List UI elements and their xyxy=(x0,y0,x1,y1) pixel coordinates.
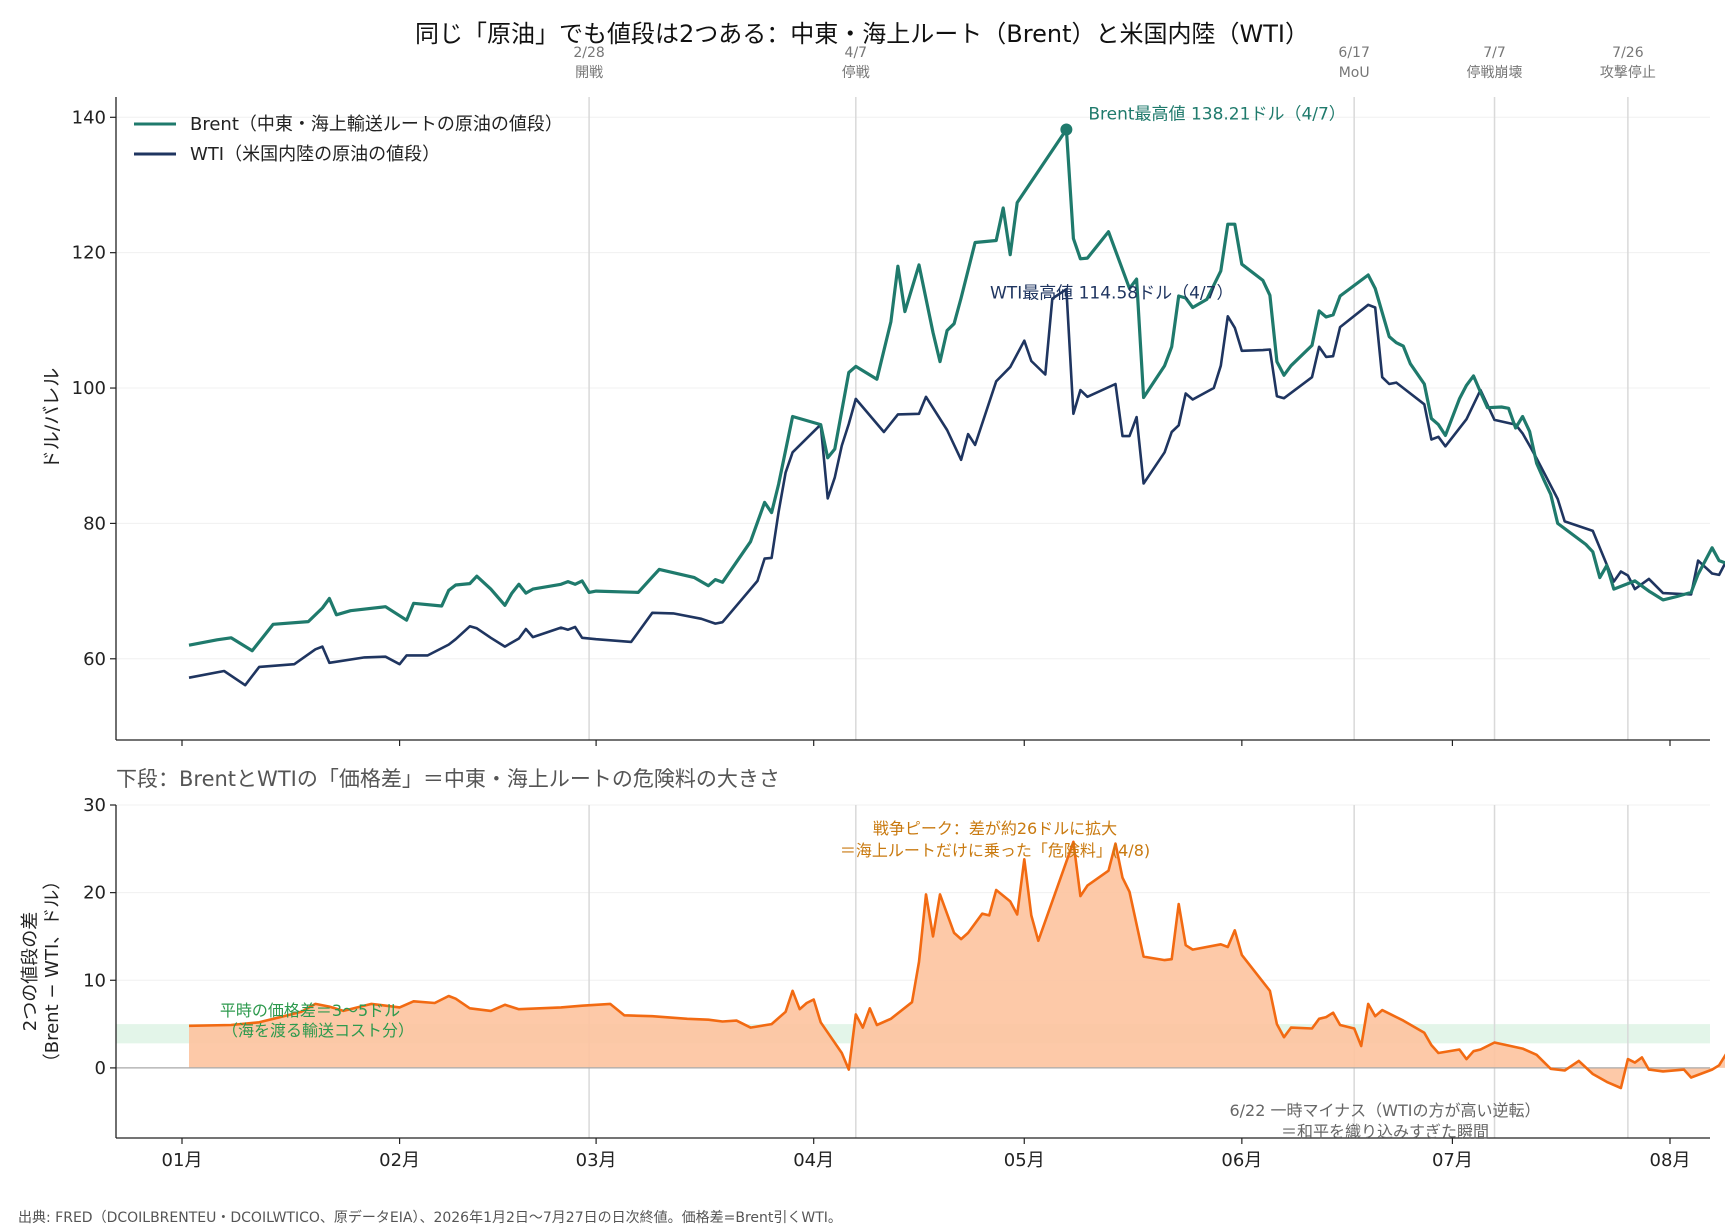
top-panel-price-chart: 2/28 開戦 4/7 停戦 6/17 MoU 7/7 停戦崩壊 7/26 攻撃停止 60 80 100… xyxy=(41,45,1725,746)
brent-line xyxy=(188,127,1725,653)
top-y-tick-label: 60 xyxy=(83,649,106,670)
x-tick-label: 04月 xyxy=(793,1150,834,1171)
bottom-y-tick-label: 10 xyxy=(83,970,106,991)
event-name-label: 停戦崩壊 xyxy=(1467,64,1523,81)
bottom-panel-spread-chart: 下段：BrentとWTIの「価格差」＝中東・海上ルートの危険料の大きさ 0 10 20… xyxy=(20,767,1725,1171)
event-name-label: 攻撃停止 xyxy=(1600,64,1656,81)
legend: Brent（中東・海上輸送ルートの原油の値段） WTI（米国内陸の原油の値段） xyxy=(134,114,563,165)
war-peak-annotation-line2: ＝海上ルートだけに乗った「危険料」(4/8) xyxy=(840,841,1150,860)
event-date-label: 2/28 xyxy=(573,45,604,61)
normal-spread-annotation-line1: 平時の価格差＝3〜5ドル xyxy=(220,1001,400,1020)
top-y-tick-label: 80 xyxy=(83,513,106,534)
event-date-label: 6/17 xyxy=(1338,45,1369,61)
x-tick-label: 01月 xyxy=(162,1150,203,1171)
event-date-label: 7/26 xyxy=(1612,45,1644,61)
event-name-label: MoU xyxy=(1339,65,1370,81)
brent-peak-marker xyxy=(1060,123,1073,136)
war-peak-annotation-line1: 戦争ピーク：差が約26ドルに拡大 xyxy=(873,819,1117,838)
bottom-y-tick-label: 0 xyxy=(95,1058,106,1079)
event-name-label: 停戦 xyxy=(842,64,870,81)
wti-peak-annotation: WTI最高値 114.58ドル（4/7） xyxy=(990,284,1233,304)
x-tick-label: 06月 xyxy=(1221,1150,1262,1171)
bottom-y-axis-label-line2: （Brent − WTI、ドル） xyxy=(42,872,63,1072)
top-y-tick-label: 140 xyxy=(72,107,106,128)
x-tick-label: 05月 xyxy=(1004,1150,1045,1171)
x-tick-label: 03月 xyxy=(576,1150,617,1171)
x-tick-label: 08月 xyxy=(1650,1150,1691,1171)
event-date-label: 4/7 xyxy=(845,45,868,61)
brent-peak-annotation: Brent最高値 138.21ドル（4/7） xyxy=(1088,104,1345,124)
top-y-tick-label: 100 xyxy=(72,378,106,399)
x-tick-label: 02月 xyxy=(379,1150,420,1171)
spread-line xyxy=(188,840,1725,1090)
negative-spread-annotation-line2: ＝和平を織り込みすぎた瞬間 xyxy=(1281,1122,1489,1141)
source-note: 出典: FRED（DCOILBRENTEU・DCOILWTICO、原データEIA… xyxy=(18,1209,842,1226)
bottom-y-tick-label: 20 xyxy=(83,883,106,904)
chart-title: 同じ「原油」でも値段は2つある：中東・海上ルート（Brent）と米国内陸（WTI… xyxy=(415,20,1309,48)
bottom-y-axis-label-line1: 2つの値段の差 xyxy=(20,912,41,1031)
event-name-label: 開戦 xyxy=(575,65,603,81)
negative-spread-annotation-line1: 6/22 一時マイナス（WTIの方が高い逆転） xyxy=(1229,1101,1540,1120)
top-y-tick-label: 120 xyxy=(72,243,106,264)
x-tick-label: 07月 xyxy=(1432,1150,1473,1171)
event-date-label: 7/7 xyxy=(1483,45,1506,61)
normal-spread-annotation-line2: （海を渡る輸送コスト分） xyxy=(222,1021,414,1040)
top-y-axis-label: ドル/バレル xyxy=(41,368,63,469)
legend-label: WTI（米国内陸の原油の値段） xyxy=(190,144,440,165)
bottom-panel-title: 下段：BrentとWTIの「価格差」＝中東・海上ルートの危険料の大きさ xyxy=(116,767,780,791)
legend-label: Brent（中東・海上輸送ルートの原油の値段） xyxy=(190,114,563,135)
bottom-y-tick-label: 30 xyxy=(83,795,106,816)
